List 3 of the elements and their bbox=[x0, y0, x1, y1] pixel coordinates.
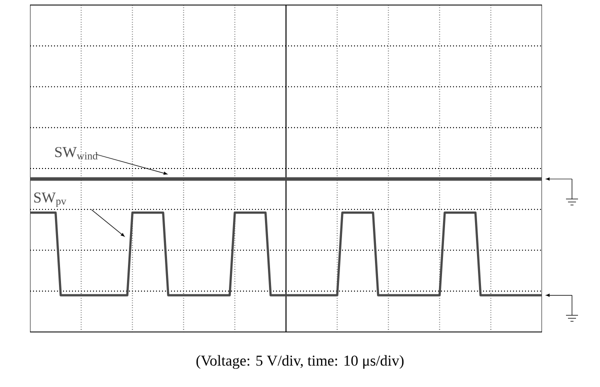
series-label: SW$_{pv}$ bbox=[34, 192, 66, 207]
series-label: SW$_{wind}$ bbox=[55, 147, 98, 160]
text: (Voltage: 5 V/div, time: 10 μs/div) bbox=[196, 355, 404, 369]
